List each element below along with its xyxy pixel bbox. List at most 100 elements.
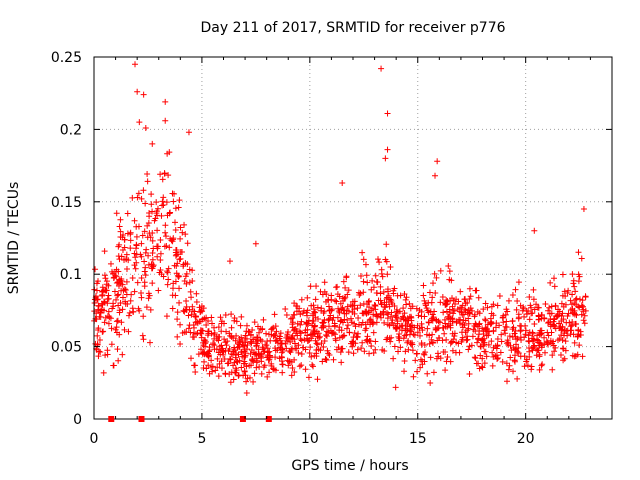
data-point <box>576 342 583 349</box>
data-point <box>162 229 169 236</box>
data-point <box>278 353 285 360</box>
data-point <box>124 301 131 308</box>
data-point <box>268 360 275 367</box>
data-point <box>121 286 128 293</box>
data-point <box>341 332 348 339</box>
data-point <box>187 329 194 336</box>
data-point <box>504 308 511 315</box>
data-point <box>110 303 117 310</box>
data-point <box>215 324 222 331</box>
data-point <box>434 325 441 332</box>
data-point <box>375 256 382 263</box>
data-point <box>465 306 472 313</box>
data-point <box>194 320 201 327</box>
data-point <box>309 322 316 329</box>
data-point <box>132 265 139 272</box>
data-point <box>319 291 326 298</box>
data-point <box>266 348 273 355</box>
data-point <box>174 309 181 316</box>
data-point <box>172 226 179 233</box>
data-point <box>489 362 496 369</box>
data-point <box>429 311 436 318</box>
data-point <box>113 296 120 303</box>
data-point <box>406 323 413 330</box>
data-point <box>433 274 440 281</box>
data-point <box>119 294 126 301</box>
data-point <box>541 341 548 348</box>
data-point <box>488 338 495 345</box>
data-point <box>185 325 192 332</box>
data-point <box>162 117 169 124</box>
data-point <box>442 302 449 309</box>
data-point <box>421 341 428 348</box>
data-point <box>131 250 138 257</box>
data-point <box>170 280 177 287</box>
data-point <box>149 208 156 215</box>
data-point <box>119 281 126 288</box>
data-point <box>252 240 259 247</box>
data-point <box>559 337 566 344</box>
data-point <box>183 297 190 304</box>
data-point <box>394 292 401 299</box>
data-point <box>534 304 541 311</box>
data-point <box>156 269 163 276</box>
data-point <box>166 149 173 156</box>
data-point <box>153 199 160 206</box>
data-point <box>442 323 449 330</box>
data-point <box>142 249 149 256</box>
data-point <box>116 223 123 230</box>
data-point <box>572 296 579 303</box>
data-point <box>302 366 309 373</box>
data-point <box>362 327 369 334</box>
data-point <box>443 308 450 315</box>
data-point <box>100 298 107 305</box>
data-point <box>298 337 305 344</box>
data-point <box>198 330 205 337</box>
x-tick-label: 0 <box>90 431 99 447</box>
data-point <box>291 356 298 363</box>
data-point <box>449 303 456 310</box>
data-point <box>374 313 381 320</box>
zero-marker <box>138 416 145 422</box>
data-point <box>499 314 506 321</box>
data-point <box>177 340 184 347</box>
data-point <box>457 288 464 295</box>
zero-marker <box>265 416 272 422</box>
data-point <box>349 343 356 350</box>
y-tick-label: 0 <box>73 412 82 428</box>
data-point <box>283 345 290 352</box>
data-point <box>260 364 267 371</box>
data-point <box>518 336 525 343</box>
data-point <box>277 330 284 337</box>
data-point <box>113 324 120 331</box>
data-point <box>332 337 339 344</box>
data-point <box>148 191 155 198</box>
data-point <box>372 338 379 345</box>
data-point <box>531 227 538 234</box>
data-point <box>544 329 551 336</box>
data-point <box>522 322 529 329</box>
data-point <box>214 355 221 362</box>
data-point <box>572 288 579 295</box>
data-point <box>149 256 156 263</box>
data-point <box>154 253 161 260</box>
data-point <box>116 331 123 338</box>
data-point <box>219 347 226 354</box>
data-point <box>530 296 537 303</box>
data-point <box>140 187 147 194</box>
data-point <box>268 326 275 333</box>
data-point <box>215 333 222 340</box>
data-point <box>119 306 126 313</box>
data-point <box>140 91 147 98</box>
data-point <box>133 242 140 249</box>
data-point <box>94 332 101 339</box>
data-point <box>345 287 352 294</box>
data-point <box>117 228 124 235</box>
data-point <box>521 353 528 360</box>
data-point <box>564 332 571 339</box>
data-point <box>483 332 490 339</box>
data-point <box>388 334 395 341</box>
data-point <box>238 334 245 341</box>
data-point <box>95 325 102 332</box>
data-point <box>113 280 120 287</box>
